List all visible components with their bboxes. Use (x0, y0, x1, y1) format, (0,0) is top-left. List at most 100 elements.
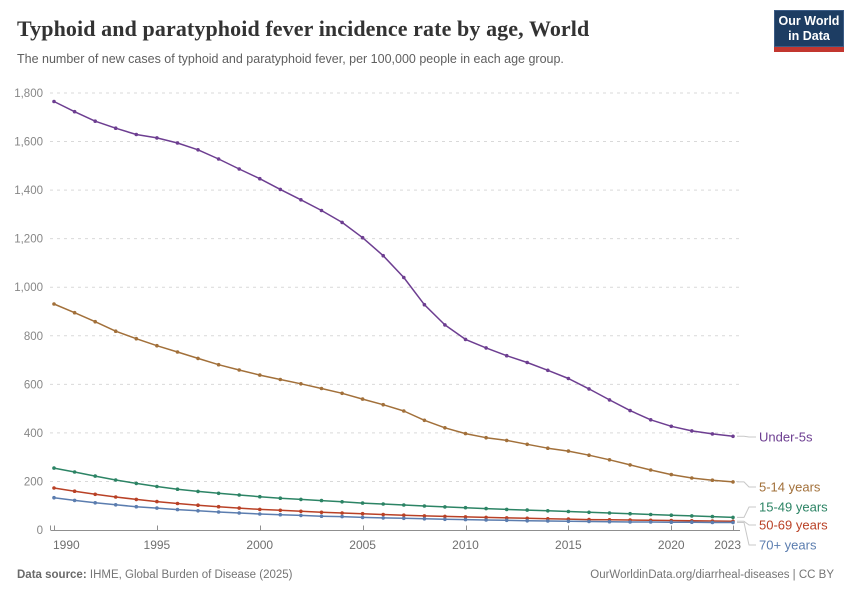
series-point-15-49-years[interactable] (443, 505, 447, 509)
series-point-15-49-years[interactable] (52, 466, 56, 470)
series-point-15-49-years[interactable] (628, 511, 632, 516)
series-point-70-years[interactable] (258, 512, 262, 516)
series-point-5-14-years[interactable] (216, 362, 221, 367)
series-point-under-5s[interactable] (484, 346, 488, 350)
series-point-under-5s[interactable] (628, 408, 632, 413)
series-label-under-5s[interactable]: Under-5s (759, 430, 813, 445)
series-point-5-14-years[interactable] (52, 302, 56, 306)
series-point-50-69-years[interactable] (196, 503, 200, 508)
series-point-70-years[interactable] (52, 495, 56, 500)
series-point-5-14-years[interactable] (155, 343, 159, 348)
series-point-under-5s[interactable] (237, 167, 241, 171)
series-point-15-49-years[interactable] (484, 506, 488, 511)
series-point-50-69-years[interactable] (402, 513, 406, 517)
series-point-5-14-years[interactable] (134, 336, 139, 341)
series-point-under-5s[interactable] (319, 208, 324, 213)
series-point-5-14-years[interactable] (504, 438, 509, 443)
series-point-5-14-years[interactable] (299, 382, 303, 386)
series-point-15-49-years[interactable] (525, 508, 529, 512)
series-point-70-years[interactable] (463, 517, 468, 522)
series-point-50-69-years[interactable] (443, 514, 447, 519)
series-point-5-14-years[interactable] (484, 435, 488, 440)
series-point-50-69-years[interactable] (319, 510, 324, 515)
series-point-5-14-years[interactable] (196, 356, 200, 361)
series-point-5-14-years[interactable] (319, 386, 324, 391)
series-point-70-years[interactable] (710, 520, 715, 525)
series-label-15-49-years[interactable]: 15-49 years (759, 500, 828, 515)
license-link[interactable]: OurWorldinData.org/diarrheal-diseases | … (590, 569, 834, 581)
series-point-70-years[interactable] (93, 501, 97, 505)
series-point-5-14-years[interactable] (443, 426, 447, 430)
series-point-15-49-years[interactable] (690, 514, 694, 518)
series-point-5-14-years[interactable] (607, 458, 612, 462)
series-point-70-years[interactable] (669, 520, 674, 524)
series-point-70-years[interactable] (504, 518, 509, 523)
series-point-15-49-years[interactable] (113, 478, 118, 482)
series-point-15-49-years[interactable] (340, 500, 344, 504)
series-point-50-69-years[interactable] (463, 515, 468, 519)
series-point-5-14-years[interactable] (587, 453, 591, 458)
series-point-15-49-years[interactable] (93, 474, 97, 478)
series-point-under-5s[interactable] (175, 141, 180, 145)
series-point-5-14-years[interactable] (237, 368, 241, 372)
series-line-15-49-years[interactable] (53, 467, 734, 519)
series-point-50-69-years[interactable] (299, 509, 303, 514)
series-point-15-49-years[interactable] (278, 496, 283, 501)
series-point-50-69-years[interactable] (237, 506, 241, 510)
series-point-15-49-years[interactable] (134, 481, 139, 486)
series-point-50-69-years[interactable] (216, 504, 221, 509)
series-point-15-49-years[interactable] (504, 507, 509, 512)
series-point-70-years[interactable] (566, 519, 571, 524)
series-point-15-49-years[interactable] (546, 509, 550, 513)
series-point-70-years[interactable] (648, 520, 653, 524)
series-point-5-14-years[interactable] (258, 373, 262, 377)
series-point-70-years[interactable] (216, 510, 221, 514)
series-point-under-5s[interactable] (216, 157, 221, 161)
series-point-under-5s[interactable] (422, 302, 427, 307)
series-point-5-14-years[interactable] (360, 397, 365, 401)
series-point-15-49-years[interactable] (237, 493, 241, 497)
series-point-50-69-years[interactable] (360, 511, 365, 516)
series-point-50-69-years[interactable] (278, 508, 283, 513)
series-point-under-5s[interactable] (587, 387, 591, 391)
series-point-5-14-years[interactable] (381, 402, 386, 407)
series-point-70-years[interactable] (731, 520, 735, 525)
series-point-under-5s[interactable] (52, 99, 56, 104)
series-point-15-49-years[interactable] (402, 503, 406, 507)
series-line-70-years[interactable] (53, 496, 733, 524)
series-point-5-14-years[interactable] (422, 418, 427, 423)
series-point-15-49-years[interactable] (155, 484, 159, 489)
series-point-5-14-years[interactable] (648, 468, 653, 472)
series-point-15-49-years[interactable] (422, 504, 427, 508)
series-point-70-years[interactable] (72, 498, 77, 503)
series-point-70-years[interactable] (381, 516, 386, 520)
series-line-under-5s[interactable] (53, 100, 734, 438)
owid-logo[interactable]: Our World in Data (774, 10, 844, 52)
series-point-under-5s[interactable] (525, 360, 529, 365)
series-point-70-years[interactable] (175, 507, 180, 512)
series-point-50-69-years[interactable] (484, 515, 488, 520)
series-point-5-14-years[interactable] (278, 377, 283, 382)
series-point-50-69-years[interactable] (52, 486, 56, 490)
series-point-5-14-years[interactable] (72, 310, 77, 315)
series-point-5-14-years[interactable] (690, 476, 694, 480)
series-point-70-years[interactable] (546, 519, 550, 523)
series-point-50-69-years[interactable] (422, 514, 427, 518)
series-point-5-14-years[interactable] (731, 480, 735, 484)
series-point-50-69-years[interactable] (381, 512, 386, 517)
series-point-15-49-years[interactable] (319, 498, 324, 503)
series-point-15-49-years[interactable] (710, 514, 715, 519)
series-point-under-5s[interactable] (381, 253, 386, 258)
series-point-5-14-years[interactable] (113, 329, 118, 334)
series-point-under-5s[interactable] (566, 376, 571, 381)
series-point-15-49-years[interactable] (216, 491, 221, 496)
series-point-under-5s[interactable] (360, 235, 365, 240)
series-point-5-14-years[interactable] (710, 478, 715, 483)
series-point-under-5s[interactable] (402, 275, 406, 280)
series-point-50-69-years[interactable] (155, 499, 159, 504)
series-point-70-years[interactable] (360, 515, 365, 520)
series-point-70-years[interactable] (113, 503, 118, 507)
series-point-15-49-years[interactable] (175, 487, 180, 492)
series-point-70-years[interactable] (299, 513, 303, 518)
series-point-50-69-years[interactable] (175, 501, 180, 506)
